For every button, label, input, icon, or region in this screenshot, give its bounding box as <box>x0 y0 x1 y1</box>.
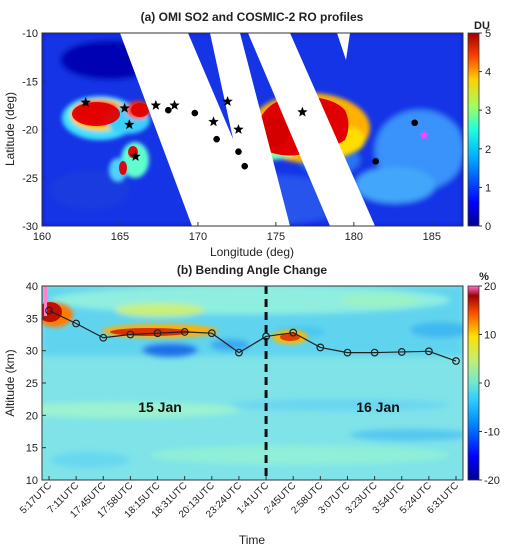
panel-a-xtick-label: 170 <box>189 231 207 243</box>
ro-profile-star-marker <box>208 116 219 127</box>
panel-a-ytick-label: -10 <box>22 28 38 40</box>
panel-b-colorbar-label: % <box>479 271 489 283</box>
panel-a-colorbar-tick-label: 3 <box>485 105 491 117</box>
ro-profile-circle-marker <box>241 162 249 170</box>
panel-b-xlabel: Time <box>239 533 266 547</box>
panel-b-ytick-label: 35 <box>26 313 38 325</box>
panel-a-ytick-label: -15 <box>22 76 38 88</box>
series-point <box>343 348 352 357</box>
panel-b-colorbar-tick-label: 0 <box>484 378 490 390</box>
panel-a-colorbar-tick-label: 2 <box>485 144 491 156</box>
panel-a-ytick-label: -25 <box>22 173 38 185</box>
panel-a-xtick-label: 175 <box>267 231 285 243</box>
series-point <box>180 328 189 336</box>
panel-a-xlabel: Longitude (deg) <box>210 245 294 259</box>
panel-a-colorbar-tick-label: 4 <box>485 67 491 79</box>
ro-profile-star-marker <box>119 102 130 113</box>
panel-a-colorbar-tick-label: 1 <box>485 182 491 194</box>
panel-a-plot-area <box>42 33 463 226</box>
ro-profile-star-marker <box>124 119 135 130</box>
series-point <box>370 348 379 357</box>
ro-profile-circle-marker <box>372 158 379 165</box>
panel-a-ytick-label: -20 <box>22 125 38 137</box>
panel-a-axes: 160 165 170 175 180 185 -10 -15 -20 -25 -30 <box>22 28 441 243</box>
series-line <box>48 310 457 362</box>
panel-b-ytick-label: 15 <box>26 443 38 455</box>
ro-profile-circle-marker <box>165 106 172 114</box>
panel-b-ytick-label: 25 <box>26 378 38 390</box>
ro-profile-circle-marker <box>411 119 418 127</box>
panel-b-colorbar <box>467 285 480 481</box>
annotation-16-jan: 16 Jan <box>356 399 400 415</box>
ro-profile-star-marker <box>222 95 233 107</box>
series-point <box>316 343 325 352</box>
series-point <box>289 328 298 337</box>
series-point <box>45 306 53 315</box>
panel-a-colorbar-ticks: 0 1 2 3 4 5 <box>479 28 491 233</box>
volcano-star-marker <box>418 129 430 140</box>
panel-a-colorbar-tick-label: 0 <box>485 221 491 233</box>
panel-b-title: (b) Bending Angle Change <box>177 263 328 277</box>
ro-profile-star-marker <box>297 106 308 117</box>
panel-b-colorbar-tick-label: 10 <box>484 330 496 342</box>
series-point <box>235 348 243 357</box>
series-point <box>126 330 135 339</box>
ro-profile-star-marker <box>130 150 141 162</box>
annotation-15-jan: 15 Jan <box>138 399 182 415</box>
panel-a-xtick-label: 160 <box>33 231 51 243</box>
panel-b-ytick-label: 40 <box>26 281 38 293</box>
panel-a-ytick-label: -30 <box>22 221 38 233</box>
series-point <box>397 348 406 356</box>
ro-profile-star-marker <box>169 99 180 110</box>
ro-profile-circle-marker <box>191 109 199 117</box>
series-point <box>72 319 81 328</box>
series-point <box>207 329 216 338</box>
panel-b-colorbar-ticks: -20 -10 0 10 20 <box>479 281 500 487</box>
ro-profile-star-marker <box>150 99 162 110</box>
panel-a-xtick-label: 165 <box>111 231 129 243</box>
panel-a-colorbar-label: DU <box>474 20 490 32</box>
panel-a-ylabel: Latitude (deg) <box>3 92 17 166</box>
panel-a-colorbar <box>467 32 480 227</box>
ro-profile-star-marker <box>80 96 91 107</box>
panel-b-ytick-label: 20 <box>26 410 38 422</box>
panel-b-plot-area <box>42 286 463 480</box>
panel-a-colorbar-tick-label: 5 <box>485 28 491 40</box>
panel-b-ytick-label: 30 <box>26 346 38 358</box>
panel-b-colorbar-tick-label: -10 <box>484 427 500 439</box>
panel-a-xtick-label: 180 <box>345 231 363 243</box>
panel-b-colorbar-tick-label: 20 <box>484 281 496 293</box>
series-point <box>452 357 460 365</box>
series-point <box>424 347 433 356</box>
panel-b-ylabel: Altitude (km) <box>3 349 17 416</box>
series-point <box>153 329 162 338</box>
panel-a-xtick-label: 185 <box>423 231 441 243</box>
series-point <box>99 333 108 342</box>
panel-b-colorbar-tick-label: -20 <box>484 475 500 487</box>
ro-profile-circle-marker <box>213 135 220 143</box>
panel-b-ytick-label: 10 <box>26 475 38 487</box>
panel-a-title: (a) OMI SO2 and COSMIC-2 RO profiles <box>141 10 364 24</box>
ro-profile-star-marker <box>233 123 244 135</box>
ro-profile-circle-marker <box>235 148 242 155</box>
